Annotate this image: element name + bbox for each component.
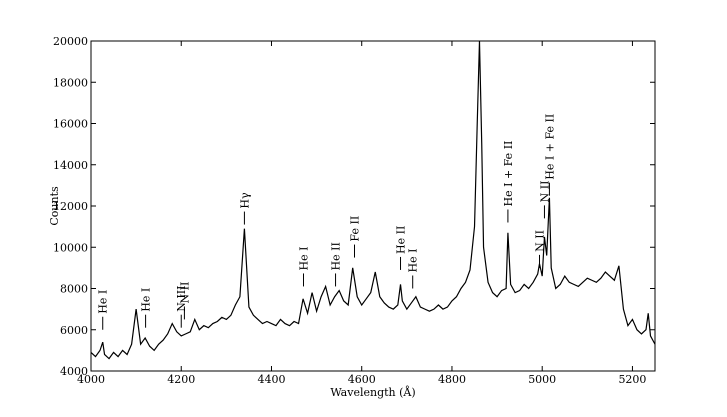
y-tick-label: 12000	[53, 200, 88, 213]
y-tick-label: 16000	[53, 118, 88, 131]
x-tick-label: 5200	[618, 373, 646, 386]
annotation-label: He I	[298, 246, 311, 270]
annotation-label: Fe II	[349, 216, 362, 242]
annotation-label: He I	[140, 288, 153, 312]
x-tick-label: 5000	[528, 373, 556, 386]
y-tick-label: 10000	[53, 241, 88, 254]
annotation-label: He II	[330, 242, 343, 270]
annotation-label: N III	[175, 286, 188, 312]
y-axis-label: Counts	[48, 186, 61, 226]
annotation-label: N II	[178, 282, 191, 304]
y-tick-label: 14000	[53, 159, 88, 172]
annotation-label: He I	[97, 290, 110, 314]
x-tick-label: 4800	[438, 373, 466, 386]
x-tick-label: 4000	[77, 373, 105, 386]
plot-frame	[90, 40, 656, 372]
y-tick-label: 6000	[60, 324, 88, 337]
y-tick-label: 18000	[53, 76, 88, 89]
x-tick-label: 4400	[257, 373, 285, 386]
annotation-label: He I + Fe II	[543, 114, 556, 180]
annotation-label: He I + Fe II	[502, 141, 515, 207]
y-tick-label: 20000	[53, 35, 88, 48]
spectrum-line	[91, 41, 655, 360]
x-tick-label: 4600	[348, 373, 376, 386]
annotation-label: N II	[533, 230, 546, 252]
annotation-label: He I	[407, 249, 420, 273]
y-tick-label: 4000	[60, 365, 88, 378]
annotation-label: Hγ	[238, 192, 251, 209]
annotation-label: He II	[395, 226, 408, 254]
x-axis-label: Wavelength (Å)	[330, 385, 415, 399]
x-tick-label: 4200	[167, 373, 195, 386]
annotation-label: N II	[538, 181, 551, 203]
y-tick-label: 8000	[60, 283, 88, 296]
